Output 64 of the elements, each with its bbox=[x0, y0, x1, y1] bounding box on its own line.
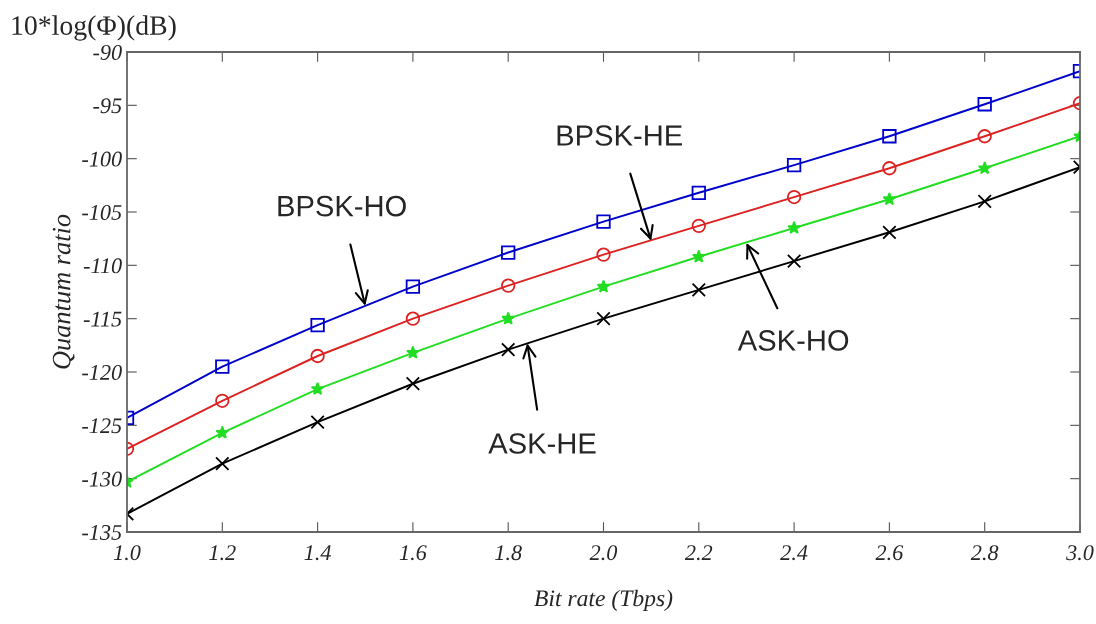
x-tick-label: 1.6 bbox=[399, 545, 427, 561]
point bbox=[405, 279, 421, 294]
annotation: ASK-HO bbox=[737, 330, 849, 351]
point bbox=[405, 311, 421, 326]
y-axis-title: Quantum ratio bbox=[52, 214, 75, 369]
point bbox=[501, 278, 516, 293]
point bbox=[406, 345, 420, 359]
x-tick-label: 2.4 bbox=[780, 545, 808, 561]
point bbox=[691, 185, 706, 200]
y-tick-label: -130 bbox=[82, 471, 122, 487]
point bbox=[882, 129, 897, 144]
x-tick-label: 3.0 bbox=[1066, 545, 1094, 561]
point bbox=[882, 225, 897, 240]
y-tick-label: -115 bbox=[83, 311, 122, 327]
point bbox=[787, 220, 801, 234]
point bbox=[215, 456, 230, 471]
y-tick-label: -135 bbox=[82, 524, 122, 540]
annotation: BPSK-HE bbox=[557, 125, 682, 146]
point bbox=[310, 348, 325, 364]
point bbox=[405, 376, 421, 391]
point bbox=[310, 381, 325, 396]
point bbox=[691, 249, 706, 263]
point bbox=[882, 161, 897, 176]
x-tick-label: 1.0 bbox=[113, 545, 141, 561]
x-tick-label: 2.0 bbox=[589, 545, 618, 561]
point bbox=[215, 393, 230, 408]
point bbox=[786, 253, 802, 269]
y-tick-label: -100 bbox=[82, 151, 122, 167]
point bbox=[501, 245, 516, 260]
y-tick-label: -90 bbox=[93, 44, 122, 60]
point bbox=[596, 279, 611, 293]
chart-title: 10*log(Φ)(dB) bbox=[12, 15, 176, 41]
point bbox=[215, 425, 230, 439]
point bbox=[501, 342, 516, 357]
point bbox=[882, 192, 897, 206]
x-axis-title: Bit rate (Tbps) bbox=[534, 589, 673, 612]
point bbox=[977, 129, 992, 144]
point bbox=[501, 311, 516, 325]
point bbox=[310, 414, 325, 430]
point bbox=[786, 189, 802, 205]
x-tick-label: 2.2 bbox=[684, 545, 713, 561]
y-tick-label: -125 bbox=[82, 418, 122, 434]
y-tick-label: -110 bbox=[83, 258, 122, 274]
y-tick-label: -120 bbox=[82, 364, 122, 380]
point bbox=[596, 247, 611, 262]
annotation: ASK-HE bbox=[488, 433, 596, 454]
point bbox=[310, 317, 325, 333]
y-tick-label: -105 bbox=[82, 204, 122, 220]
point bbox=[596, 311, 611, 326]
point bbox=[596, 214, 611, 229]
point bbox=[977, 97, 992, 112]
point bbox=[977, 194, 992, 209]
point bbox=[691, 218, 706, 234]
x-tick-label: 1.4 bbox=[304, 545, 331, 561]
point bbox=[786, 157, 802, 173]
x-tick-label: 2.8 bbox=[970, 545, 999, 561]
point bbox=[691, 282, 706, 298]
x-tick-label: 1.8 bbox=[495, 545, 522, 561]
point bbox=[215, 359, 230, 374]
x-tick-label: 1.2 bbox=[209, 545, 236, 561]
annotation: BPSK-HO bbox=[278, 195, 406, 217]
x-tick-label: 2.6 bbox=[875, 545, 904, 561]
y-tick-label: -95 bbox=[93, 98, 122, 114]
point bbox=[977, 161, 992, 175]
